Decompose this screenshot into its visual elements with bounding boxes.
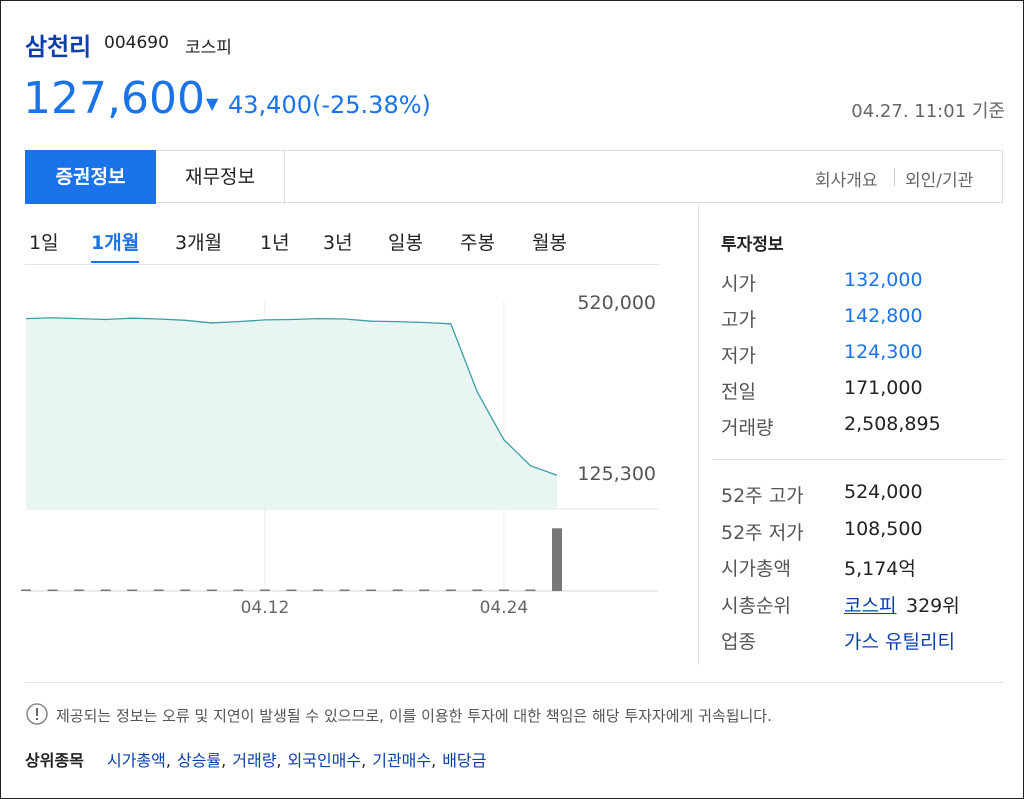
period-tab[interactable]: 3개월 — [175, 232, 223, 254]
link[interactable]: 회사개요 — [815, 171, 878, 191]
section-title: 투자정보 — [721, 235, 784, 255]
area — [26, 317, 557, 509]
info-value: 2,508,895 — [844, 413, 941, 435]
separator: , — [221, 751, 227, 770]
volume-bar — [100, 589, 111, 591]
change: 43,400(-25.38%) — [228, 91, 431, 119]
volume-bar — [472, 589, 483, 591]
volume-bar — [366, 589, 377, 591]
top-items-label: 상위종목 — [25, 751, 84, 770]
volume-bar — [286, 589, 297, 591]
volume-bar — [74, 589, 85, 591]
change-arrow: ▼ — [206, 94, 219, 113]
volume-bar — [313, 589, 324, 591]
divider — [25, 264, 659, 265]
volume-bar — [21, 589, 31, 591]
period-tab-active[interactable]: 1개월 — [91, 228, 140, 263]
period-tab[interactable]: 일봉 — [388, 232, 423, 254]
info-value[interactable]: 코스피 — [844, 595, 897, 617]
top-items: 시가총액, 상승률, 거래량, 외국인매수, 기관매수, 배당금 — [107, 747, 486, 771]
info-label: 저가 — [721, 345, 756, 367]
info-value: 5,174억 — [844, 558, 916, 580]
top-item-link[interactable]: 거래량 — [232, 751, 277, 770]
info-value[interactable]: 142,800 — [844, 305, 923, 327]
volume-bar — [525, 589, 536, 591]
y-tick-label: 125,300 — [577, 463, 656, 485]
volume-bar — [552, 528, 562, 591]
separator: , — [361, 751, 367, 770]
info-label: 52주 고가 — [721, 485, 804, 507]
divider — [712, 459, 1004, 460]
x-tick-label: 04.24 — [480, 598, 529, 618]
tab[interactable]: 재무정보 — [156, 150, 285, 204]
period-tab[interactable]: 월봉 — [532, 232, 567, 254]
info-value[interactable]: 132,000 — [844, 269, 923, 291]
separator: , — [165, 751, 171, 770]
stock-name[interactable]: 삼천리 — [25, 33, 92, 61]
info-value: 524,000 — [844, 481, 923, 503]
line — [25, 317, 558, 476]
info-extra: 329위 — [906, 595, 960, 617]
volume-bar — [259, 589, 270, 591]
top-item-link[interactable]: 배당금 — [442, 751, 487, 770]
volume-bar — [392, 589, 403, 591]
info-label: 전일 — [721, 381, 756, 403]
divider — [25, 682, 1003, 683]
volume-bar — [233, 589, 244, 591]
separator: , — [276, 751, 282, 770]
info-icon — [26, 703, 48, 725]
volume-bar — [498, 589, 509, 591]
x-tick-label: 04.12 — [241, 598, 290, 618]
top-item-link[interactable]: 시가총액 — [107, 751, 166, 770]
tab-active[interactable]: 증권정보 — [25, 150, 156, 204]
volume-bar — [445, 589, 456, 591]
volume-bar — [180, 589, 191, 591]
info-label: 시가총액 — [721, 558, 791, 580]
info-label: 업종 — [721, 631, 756, 653]
info-label: 거래량 — [721, 417, 774, 439]
timestamp: 04.27. 11:01 기준 — [851, 101, 1005, 122]
volume-bar — [206, 589, 217, 591]
info-value[interactable]: 가스 유틸리티 — [844, 631, 955, 653]
period-tab[interactable]: 1년 — [260, 232, 290, 254]
notice: 제공되는 정보는 오류 및 지연이 발생될 수 있으므로, 이를 이용한 투자에… — [56, 707, 772, 725]
info-label: 52주 저가 — [721, 522, 804, 544]
period-tab[interactable]: 3년 — [323, 232, 353, 254]
volume-bar — [339, 589, 350, 591]
info-label: 시가 — [721, 273, 756, 295]
link[interactable]: 외인/기관 — [905, 171, 974, 191]
period-tab[interactable]: 1일 — [29, 232, 59, 254]
market: 코스피 — [185, 38, 232, 58]
volume-bar — [419, 589, 430, 591]
y-tick-label: 520,000 — [577, 292, 656, 314]
top-item-link[interactable]: 기관매수 — [372, 751, 432, 770]
price: 127,600 — [23, 73, 205, 124]
info-value: 108,500 — [844, 518, 923, 540]
separator: , — [431, 751, 437, 770]
top-item-link[interactable]: 외국인매수 — [287, 751, 362, 770]
info-value[interactable]: 124,300 — [844, 341, 923, 363]
divider — [698, 205, 699, 665]
stock-code: 004690 — [104, 33, 169, 53]
info-value: 171,000 — [844, 377, 923, 399]
volume-bar — [47, 589, 58, 591]
separator — [894, 168, 895, 186]
chart: 04.12 04.24 520,000 125,300 — [21, 292, 658, 618]
volume-bar — [153, 589, 164, 591]
volume-bar — [127, 589, 138, 591]
info-label: 고가 — [721, 309, 756, 331]
info-label: 시총순위 — [721, 595, 791, 617]
period-tab[interactable]: 주봉 — [460, 232, 495, 254]
top-item-link[interactable]: 상승률 — [176, 751, 222, 770]
